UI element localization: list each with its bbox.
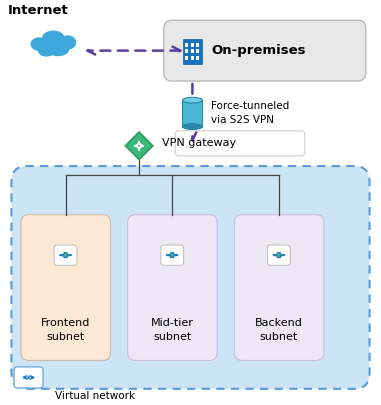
Ellipse shape bbox=[182, 124, 202, 130]
Text: Frontend
subnet: Frontend subnet bbox=[41, 318, 90, 342]
FancyBboxPatch shape bbox=[182, 100, 202, 126]
Circle shape bbox=[171, 254, 174, 257]
Circle shape bbox=[23, 376, 26, 379]
Ellipse shape bbox=[60, 36, 75, 49]
Bar bbox=[196, 56, 199, 60]
FancyBboxPatch shape bbox=[164, 20, 366, 81]
FancyBboxPatch shape bbox=[267, 245, 290, 265]
Text: Force-tunneled
via S2S VPN: Force-tunneled via S2S VPN bbox=[211, 101, 290, 126]
Bar bbox=[185, 49, 188, 53]
Bar bbox=[185, 56, 188, 60]
Bar bbox=[196, 43, 199, 47]
Circle shape bbox=[277, 254, 280, 257]
FancyBboxPatch shape bbox=[183, 39, 202, 64]
Bar bbox=[190, 43, 194, 47]
Bar bbox=[196, 49, 199, 53]
FancyBboxPatch shape bbox=[234, 215, 324, 360]
FancyBboxPatch shape bbox=[175, 131, 305, 156]
Bar bbox=[185, 43, 188, 47]
Ellipse shape bbox=[38, 45, 54, 56]
Ellipse shape bbox=[42, 31, 64, 47]
Ellipse shape bbox=[31, 38, 46, 50]
Circle shape bbox=[31, 376, 34, 379]
Text: On-premises: On-premises bbox=[211, 44, 306, 57]
FancyBboxPatch shape bbox=[14, 367, 43, 388]
Text: VPN gateway: VPN gateway bbox=[162, 138, 236, 148]
FancyBboxPatch shape bbox=[128, 215, 217, 360]
Text: Backend
subnet: Backend subnet bbox=[255, 318, 303, 342]
FancyBboxPatch shape bbox=[54, 245, 77, 265]
Ellipse shape bbox=[48, 44, 69, 55]
Circle shape bbox=[27, 376, 30, 379]
Text: Internet: Internet bbox=[8, 4, 68, 17]
Bar bbox=[190, 49, 194, 53]
Text: Virtual network: Virtual network bbox=[55, 391, 135, 401]
Polygon shape bbox=[125, 132, 153, 160]
FancyBboxPatch shape bbox=[161, 245, 184, 265]
Ellipse shape bbox=[182, 97, 202, 103]
Bar bbox=[190, 56, 194, 60]
Circle shape bbox=[64, 254, 67, 257]
Text: Mid-tier
subnet: Mid-tier subnet bbox=[151, 318, 194, 342]
FancyBboxPatch shape bbox=[21, 215, 110, 360]
FancyBboxPatch shape bbox=[11, 166, 370, 389]
